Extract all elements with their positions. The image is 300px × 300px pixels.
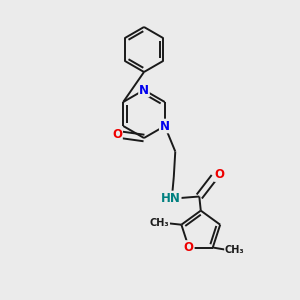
Text: O: O — [215, 168, 225, 181]
Text: CH₃: CH₃ — [225, 245, 244, 255]
Text: N: N — [139, 83, 149, 97]
Text: O: O — [184, 241, 194, 254]
Text: HN: HN — [161, 191, 181, 205]
Text: N: N — [160, 119, 170, 133]
Text: O: O — [112, 128, 122, 142]
Text: CH₃: CH₃ — [150, 218, 169, 228]
